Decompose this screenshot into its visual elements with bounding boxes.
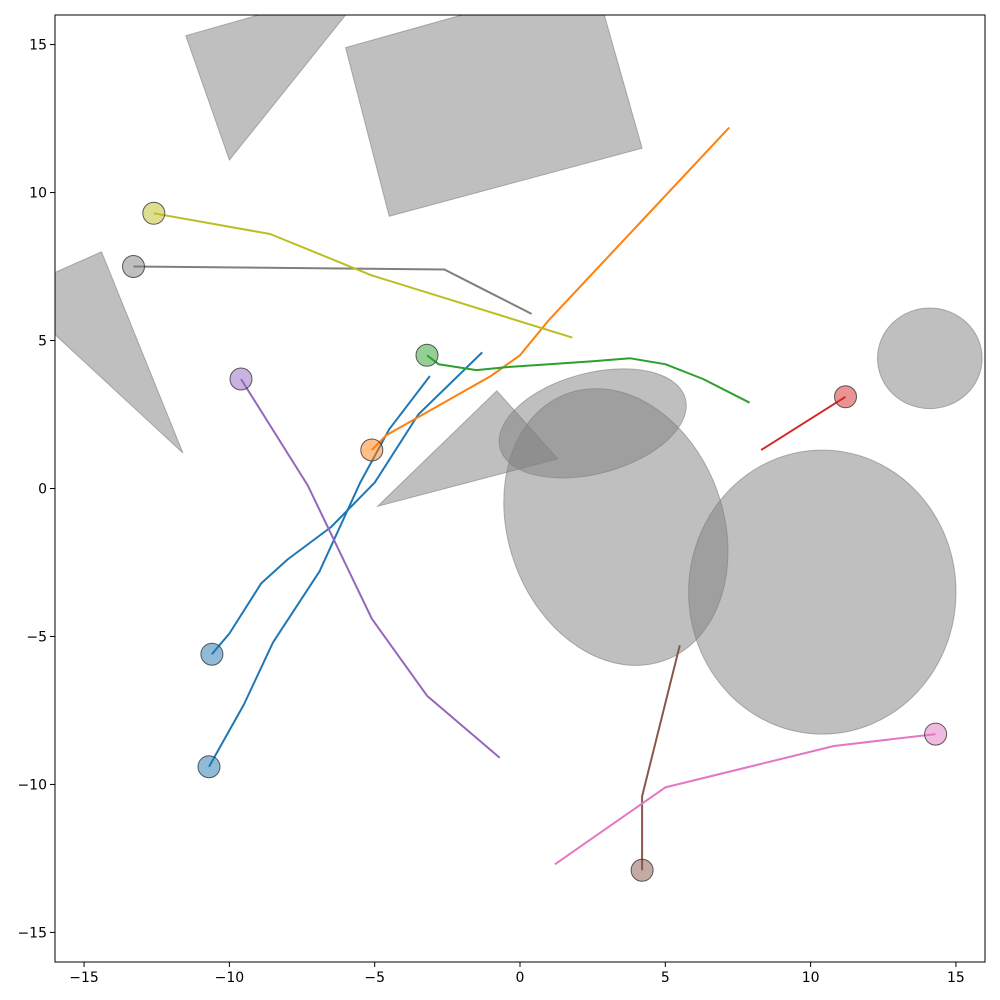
x-axis: −15 −10 −5 0 5 10 15 [69, 962, 965, 986]
agent-path-1 [211, 351, 483, 655]
agent-marker-layer [122, 201, 948, 882]
agent-marker-3 [360, 438, 384, 462]
agent-marker-5 [834, 385, 857, 409]
y-tick-label: −15 [17, 925, 47, 941]
x-tick-label: 5 [661, 970, 670, 986]
agent-marker-9 [122, 255, 145, 278]
agent-path-9 [133, 265, 533, 315]
agent-path-3 [371, 126, 731, 451]
y-tick-label: −10 [17, 777, 47, 793]
x-tick-label: −5 [364, 970, 385, 986]
obstacle-ellipse-3 [688, 449, 957, 735]
agent-path-4 [426, 354, 751, 404]
obstacle-ellipse-2 [503, 388, 729, 666]
y-tick-label: 0 [38, 482, 47, 498]
y-tick-label: 15 [29, 38, 47, 54]
agent-marker-10 [142, 201, 166, 225]
y-tick-label: −5 [26, 629, 47, 645]
agent-marker-1 [200, 642, 224, 666]
agent-path-8 [554, 733, 936, 866]
x-tick-label: 15 [947, 970, 965, 986]
obstacle-ellipse-4 [877, 307, 983, 410]
agent-path-7 [641, 645, 681, 871]
agent-marker-8 [924, 722, 948, 746]
x-tick-label: −15 [69, 970, 99, 986]
trajectory-layer [133, 126, 936, 871]
y-tick-label: 5 [38, 334, 47, 350]
x-tick-label: 0 [516, 970, 525, 986]
x-tick-label: −10 [215, 970, 245, 986]
agent-path-6 [240, 378, 501, 759]
agent-path-5 [760, 395, 847, 451]
agent-marker-6 [229, 367, 253, 391]
y-axis: −15 −10 −5 0 5 10 15 [17, 38, 55, 941]
y-tick-label: 10 [29, 186, 47, 202]
agent-marker-4 [415, 343, 439, 367]
agent-path-2 [208, 375, 431, 768]
agent-marker-7 [630, 858, 654, 882]
x-tick-label: 10 [802, 970, 820, 986]
obstacle-layer [54, 14, 983, 735]
agent-path-10 [153, 212, 573, 339]
obstacle-polygon-2 [344, 14, 643, 217]
agent-marker-2 [197, 755, 221, 779]
